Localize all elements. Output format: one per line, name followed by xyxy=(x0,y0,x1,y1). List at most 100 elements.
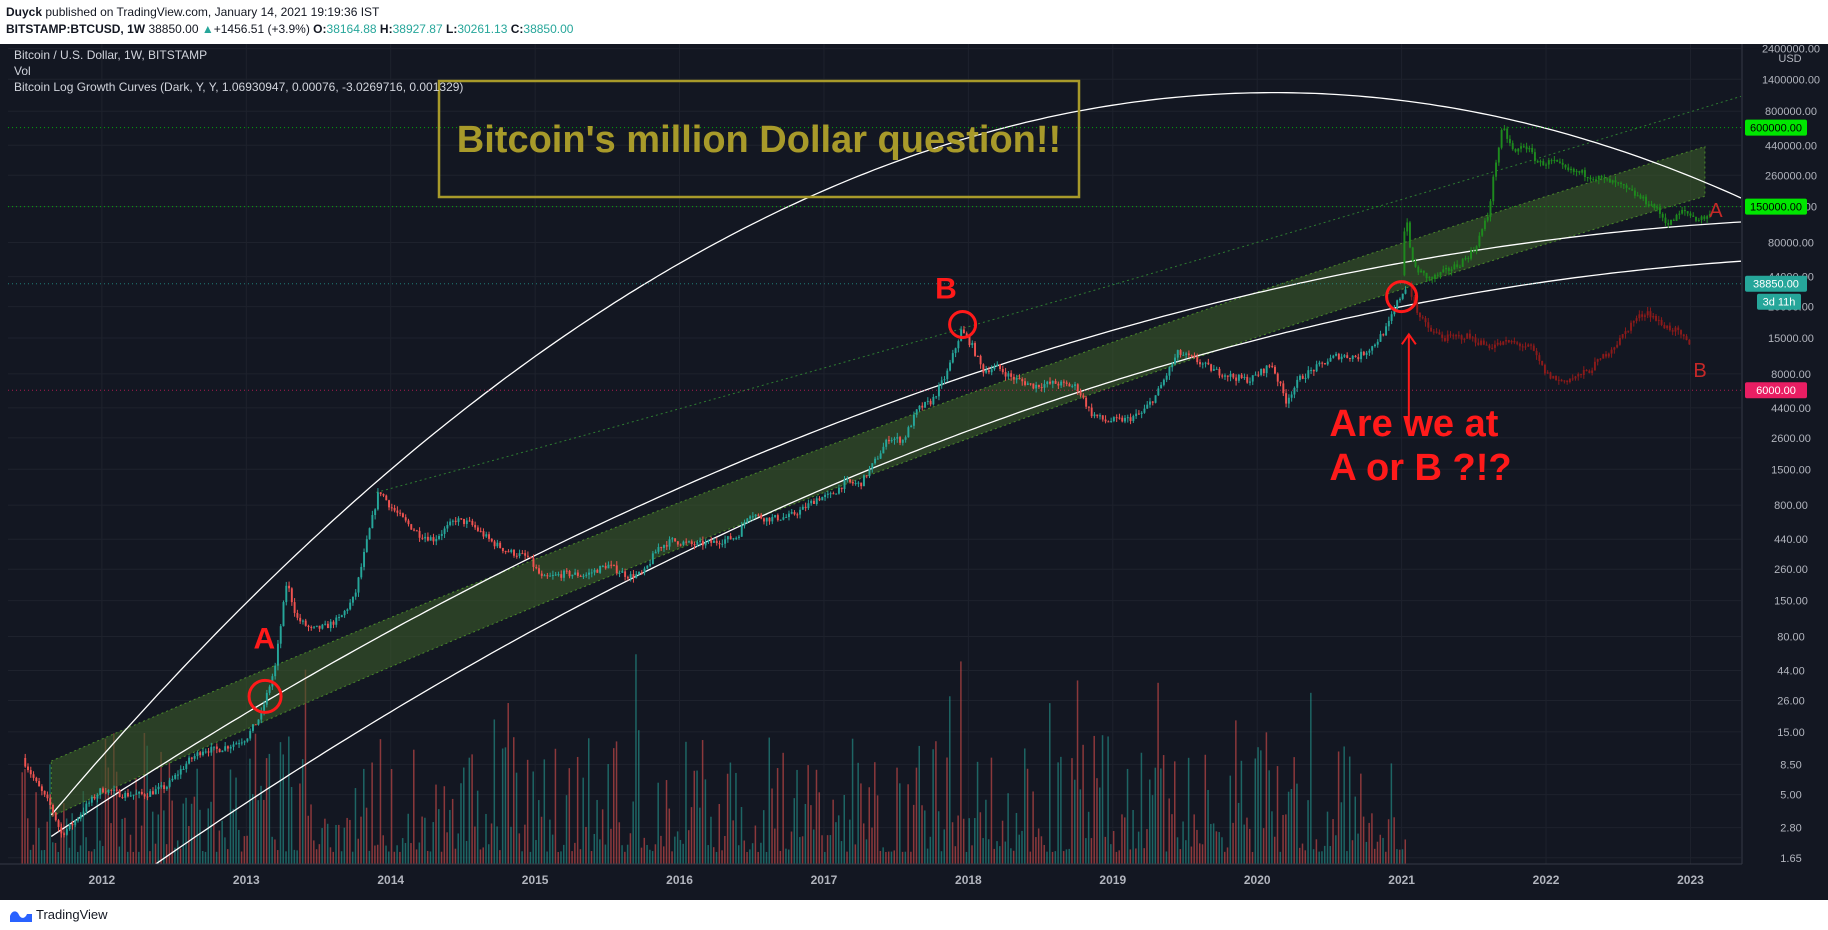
volume-bar xyxy=(1290,788,1293,864)
tradingview-brand[interactable]: TradingView xyxy=(36,907,108,922)
candle-body xyxy=(282,602,285,627)
legend-volume[interactable]: Vol xyxy=(14,64,31,78)
volume-bar xyxy=(96,792,98,864)
volume-bar xyxy=(587,738,590,864)
volume-bar xyxy=(482,847,484,864)
volume-bar xyxy=(801,836,804,864)
price-axis[interactable]: 2400000.00 1400000.00 800000.00 440000.00 26… xyxy=(1762,44,1820,865)
volume-bar xyxy=(51,842,54,864)
volume-bar xyxy=(457,833,459,864)
scenario-b-candle-body xyxy=(1413,296,1416,303)
volume-bar xyxy=(371,762,373,864)
volume-bar xyxy=(965,851,968,864)
price-badge xyxy=(1745,275,1807,292)
volume-bar xyxy=(1201,844,1204,864)
volume-bar xyxy=(704,779,707,864)
scenario-b-candle-body xyxy=(1674,327,1677,332)
candle-body xyxy=(579,575,582,577)
volume-bar xyxy=(1271,811,1273,864)
candle-body xyxy=(585,574,588,576)
volume-bar xyxy=(707,845,709,864)
scenario-a-candle-body xyxy=(1603,177,1606,179)
scenario-a-candle-body xyxy=(1536,160,1539,163)
headline-box[interactable] xyxy=(437,79,1081,199)
volume-bar xyxy=(1262,828,1265,864)
legend-title[interactable]: Bitcoin / U.S. Dollar, 1W, BITSTAMP xyxy=(14,48,207,62)
volume-bar xyxy=(199,809,201,864)
volume-bar xyxy=(204,851,207,864)
volume-bar xyxy=(1279,851,1282,864)
question-line-2[interactable]: A or B ?!? xyxy=(1329,447,1511,489)
label-b-small[interactable]: B xyxy=(1693,360,1706,382)
scenario-b-candle-body xyxy=(1499,342,1502,345)
circle-current[interactable] xyxy=(1385,280,1419,314)
candle-body xyxy=(1190,355,1193,357)
candle-body xyxy=(1054,380,1057,384)
candle-body xyxy=(96,795,99,799)
scenario-a-candle-body xyxy=(1617,182,1620,184)
btc-log-chart[interactable]: A B A B Are we at A or B ?!? Bitcoin's m… xyxy=(0,44,1828,900)
time-tick-label: 2014 xyxy=(377,873,404,887)
candle-body xyxy=(27,766,29,771)
volume-bar xyxy=(324,818,326,864)
volume-bar xyxy=(99,840,101,864)
candle-body xyxy=(635,574,638,578)
volume-bar xyxy=(396,845,398,864)
tradingview-logo-icon[interactable] xyxy=(8,906,34,924)
candle-body xyxy=(726,536,729,540)
candle-body xyxy=(215,746,218,749)
question-line-1[interactable]: Are we at xyxy=(1329,403,1498,445)
volume-bar xyxy=(687,830,690,864)
volume-bar xyxy=(596,799,598,864)
scenario-a-candle-body xyxy=(1470,250,1473,259)
volume-bar xyxy=(1226,847,1229,864)
candle-body xyxy=(974,343,977,356)
volume-bar xyxy=(749,849,751,864)
volume-bar xyxy=(612,748,615,864)
candle-body xyxy=(1376,341,1379,345)
label-b[interactable]: B xyxy=(935,272,957,305)
volume-bar xyxy=(38,827,40,864)
volume-bar xyxy=(1318,851,1320,864)
volume-bar xyxy=(990,757,993,864)
volume-bar xyxy=(796,769,798,864)
chart-area[interactable]: A B A B Are we at A or B ?!? Bitcoin's m… xyxy=(0,44,1828,900)
volume-bar xyxy=(812,829,815,864)
candle-body xyxy=(63,833,66,835)
volume-bar xyxy=(1015,812,1018,864)
circle-b[interactable] xyxy=(948,310,978,340)
candle-body xyxy=(1079,391,1082,396)
volume-bar xyxy=(760,842,762,864)
time-axis[interactable]: 2012 2013 2014 2015 2016 2017 2018 2019 2020 2021… xyxy=(89,873,1705,887)
candle-body xyxy=(1390,314,1393,321)
volume-bar xyxy=(274,839,276,864)
volume-bar xyxy=(24,769,26,864)
candle-body xyxy=(340,615,343,618)
candle-body xyxy=(1235,377,1238,381)
volume-bar xyxy=(29,849,32,864)
volume-bar xyxy=(443,786,446,864)
candle-body xyxy=(471,520,474,525)
headline-text[interactable]: Bitcoin's million Dollar question!! xyxy=(457,119,1061,161)
candle-body xyxy=(326,623,329,629)
label-a-small[interactable]: A xyxy=(1709,200,1723,222)
candle-body xyxy=(1115,417,1118,419)
candle-body xyxy=(465,520,468,525)
candle-body xyxy=(199,752,202,756)
candle-body xyxy=(810,500,813,504)
label-a[interactable]: A xyxy=(254,622,276,655)
scenario-a-candle-body xyxy=(1447,267,1450,271)
candle-body xyxy=(382,494,385,496)
volume-bar xyxy=(890,851,893,864)
scenario-a-candle-body xyxy=(1497,147,1500,163)
circle-a[interactable] xyxy=(247,678,283,714)
volume-bar xyxy=(132,851,135,864)
author-name[interactable]: Duyck xyxy=(6,5,43,19)
candle-body xyxy=(1371,346,1374,351)
legend-indicator[interactable]: Bitcoin Log Growth Curves (Dark, Y, Y, 1… xyxy=(14,80,463,94)
volume-bar xyxy=(1243,824,1245,864)
candle-body xyxy=(588,572,590,575)
candle-body xyxy=(804,506,807,509)
scenario-b-candle-body xyxy=(1502,341,1505,345)
scenario-a-candle-body xyxy=(1678,213,1681,215)
